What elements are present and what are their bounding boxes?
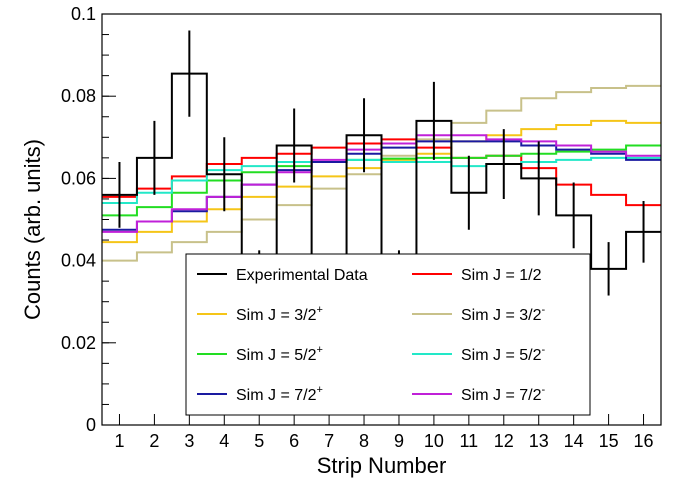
legend: Experimental Data Sim J = 1/2 Sim J = 3/2+… (185, 253, 591, 416)
y-tick-label: 0.08 (61, 86, 96, 106)
x-tick-label: 10 (424, 431, 444, 451)
x-tick-label: 4 (219, 431, 229, 451)
x-tick-label: 12 (494, 431, 514, 451)
x-tick-label: 7 (324, 431, 334, 451)
x-tick-label: 11 (460, 431, 479, 451)
x-axis-label: Strip Number (317, 453, 447, 478)
y-tick-label: 0.02 (61, 333, 96, 353)
legend-label: Sim J = 7/2+ (236, 384, 323, 404)
x-tick-label: 2 (149, 431, 159, 451)
x-tick-label: 15 (599, 431, 619, 451)
x-tick-label: 16 (634, 431, 654, 451)
x-tick-label: 14 (564, 431, 584, 451)
y-tick-label: 0 (86, 415, 96, 435)
y-tick-labels: 0 0.02 0.04 0.06 0.08 0.1 (61, 4, 96, 435)
y-tick-label: 0.04 (61, 251, 96, 271)
legend-label: Sim J = 3/2+ (236, 304, 323, 324)
x-tick-label: 8 (359, 431, 369, 451)
y-axis-label: Counts (arb. units) (20, 139, 45, 320)
x-tick-label: 1 (114, 431, 124, 451)
x-tick-label: 5 (254, 431, 264, 451)
experimental-data (102, 30, 661, 325)
legend-label: Sim J = 7/2- (461, 384, 545, 404)
legend-label: Sim J = 5/2- (461, 344, 545, 364)
y-tick-label: 0.1 (71, 4, 96, 24)
y-tick-label: 0.06 (61, 168, 96, 188)
x-tick-label: 13 (529, 431, 549, 451)
experimental-histogram (102, 72, 661, 297)
legend-label: Sim J = 5/2+ (236, 344, 323, 364)
x-tick-label: 6 (289, 431, 299, 451)
legend-label: Sim J = 1/2 (461, 267, 542, 284)
x-tick-labels: 1 2 3 4 5 6 7 8 9 10 11 12 13 14 15 16 (114, 431, 653, 451)
legend-label: Experimental Data (236, 267, 368, 284)
legend-box (185, 253, 591, 416)
legend-label: Sim J = 3/2- (461, 304, 545, 324)
plot-frame (101, 13, 662, 426)
x-tick-label: 3 (184, 431, 194, 451)
x-tick-label: 9 (394, 431, 404, 451)
